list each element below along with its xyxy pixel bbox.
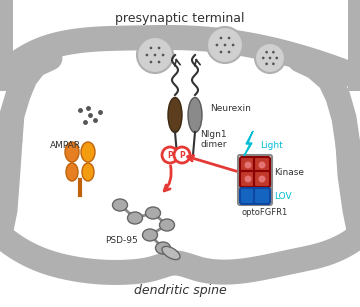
Ellipse shape	[65, 142, 79, 162]
FancyBboxPatch shape	[254, 188, 270, 204]
Circle shape	[228, 37, 230, 39]
Circle shape	[244, 161, 252, 169]
Circle shape	[154, 54, 156, 56]
Text: Kinase: Kinase	[274, 168, 304, 177]
Text: optoFGFR1: optoFGFR1	[241, 208, 287, 217]
Text: dendritic spine: dendritic spine	[134, 284, 226, 297]
Text: P: P	[179, 150, 185, 160]
Circle shape	[150, 47, 152, 49]
Circle shape	[220, 51, 222, 53]
Ellipse shape	[188, 98, 202, 133]
Circle shape	[269, 57, 271, 59]
Ellipse shape	[162, 247, 180, 260]
Ellipse shape	[82, 163, 94, 181]
Ellipse shape	[159, 219, 175, 231]
Ellipse shape	[127, 212, 143, 224]
Circle shape	[272, 51, 275, 53]
Text: Light: Light	[260, 141, 283, 150]
Circle shape	[262, 57, 265, 59]
Text: PSD-95: PSD-95	[105, 235, 138, 244]
Circle shape	[228, 51, 230, 53]
Ellipse shape	[143, 229, 158, 241]
Circle shape	[220, 37, 222, 39]
Circle shape	[137, 37, 173, 73]
Text: Nlgn1
dimer: Nlgn1 dimer	[200, 130, 227, 150]
Text: Neurexin: Neurexin	[210, 103, 251, 112]
Circle shape	[232, 44, 234, 46]
Circle shape	[150, 61, 152, 63]
Circle shape	[265, 63, 268, 65]
Circle shape	[275, 57, 278, 59]
Circle shape	[244, 176, 252, 182]
FancyBboxPatch shape	[254, 171, 270, 187]
FancyBboxPatch shape	[254, 157, 270, 173]
Circle shape	[272, 63, 275, 65]
Text: P: P	[167, 150, 173, 160]
Circle shape	[158, 61, 161, 63]
Ellipse shape	[113, 199, 127, 211]
Circle shape	[216, 44, 218, 46]
Text: presynaptic terminal: presynaptic terminal	[115, 12, 245, 25]
Circle shape	[255, 43, 285, 73]
Circle shape	[207, 27, 243, 63]
Ellipse shape	[156, 242, 171, 254]
Ellipse shape	[66, 163, 78, 181]
Circle shape	[258, 161, 266, 169]
Circle shape	[258, 176, 266, 182]
Ellipse shape	[145, 207, 161, 219]
FancyBboxPatch shape	[240, 188, 256, 204]
Circle shape	[265, 51, 268, 53]
Circle shape	[162, 54, 165, 56]
Circle shape	[162, 147, 178, 163]
PathPatch shape	[244, 131, 253, 156]
Circle shape	[145, 54, 148, 56]
Circle shape	[174, 147, 190, 163]
Text: LOV: LOV	[274, 192, 292, 200]
Circle shape	[158, 47, 161, 49]
FancyBboxPatch shape	[240, 171, 256, 187]
FancyBboxPatch shape	[240, 157, 256, 173]
Circle shape	[224, 44, 226, 46]
Ellipse shape	[81, 142, 95, 162]
Ellipse shape	[168, 98, 182, 133]
Text: AMPAR: AMPAR	[50, 141, 81, 150]
